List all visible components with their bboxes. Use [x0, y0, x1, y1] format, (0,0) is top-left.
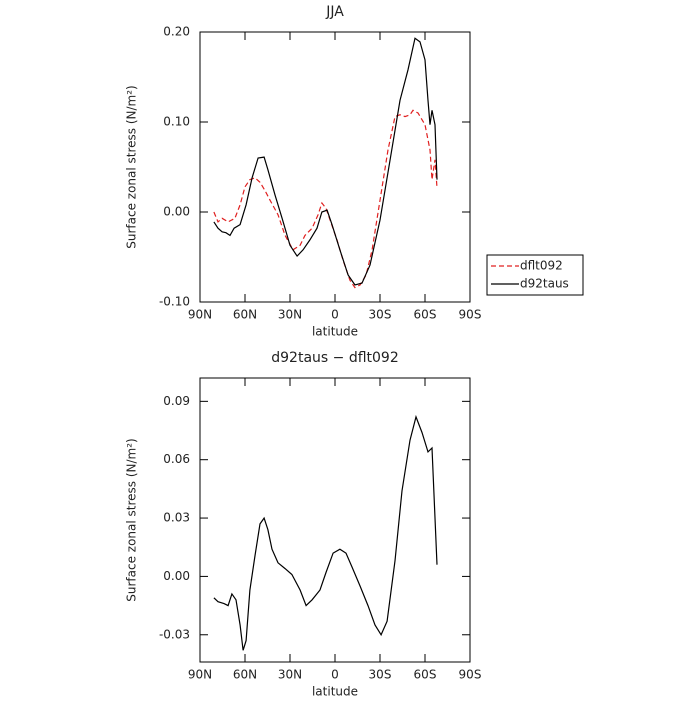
- y-axis-label: Surface zonal stress (N/m²): [125, 438, 139, 602]
- x-axis-label: latitude: [312, 325, 358, 339]
- plot-frame: [199, 31, 471, 303]
- x-axis-label: latitude: [312, 685, 358, 699]
- x-tick-label: 30N: [278, 308, 302, 322]
- y-tick-label: 0.20: [163, 25, 190, 39]
- x-tick-label: 60N: [233, 308, 257, 322]
- y-tick-label: -0.03: [159, 627, 190, 641]
- x-tick-label: 90S: [459, 308, 482, 322]
- legend-box: [486, 254, 584, 296]
- y-tick-label: -0.10: [159, 295, 190, 309]
- x-tick-label: 60N: [233, 668, 257, 682]
- y-tick-label: 0.00: [163, 569, 190, 583]
- y-tick-label: 0.10: [163, 115, 190, 129]
- y-tick-label: 0.00: [163, 205, 190, 219]
- x-tick-label: 90N: [188, 308, 212, 322]
- x-tick-label: 60S: [414, 308, 437, 322]
- x-tick-label: 0: [331, 668, 339, 682]
- y-tick-label: 0.09: [163, 394, 190, 408]
- x-tick-label: 30N: [278, 668, 302, 682]
- data-line: [213, 37, 438, 286]
- chart-title: d92taus − dflt092: [271, 350, 398, 366]
- plot-frame: [199, 377, 471, 663]
- chart-title: JJA: [325, 4, 344, 20]
- y-tick-label: 0.03: [163, 511, 190, 525]
- y-axis-label: Surface zonal stress (N/m²): [125, 85, 139, 249]
- x-tick-label: 30S: [369, 308, 392, 322]
- legend-label: d92taus: [520, 277, 569, 291]
- x-tick-label: 90N: [188, 668, 212, 682]
- x-tick-label: 60S: [414, 668, 437, 682]
- x-tick-label: 0: [331, 308, 339, 322]
- x-tick-label: 30S: [369, 668, 392, 682]
- data-line: [213, 414, 438, 651]
- legend-label: dflt092: [520, 259, 563, 273]
- x-tick-label: 90S: [459, 668, 482, 682]
- y-tick-label: 0.06: [163, 452, 190, 466]
